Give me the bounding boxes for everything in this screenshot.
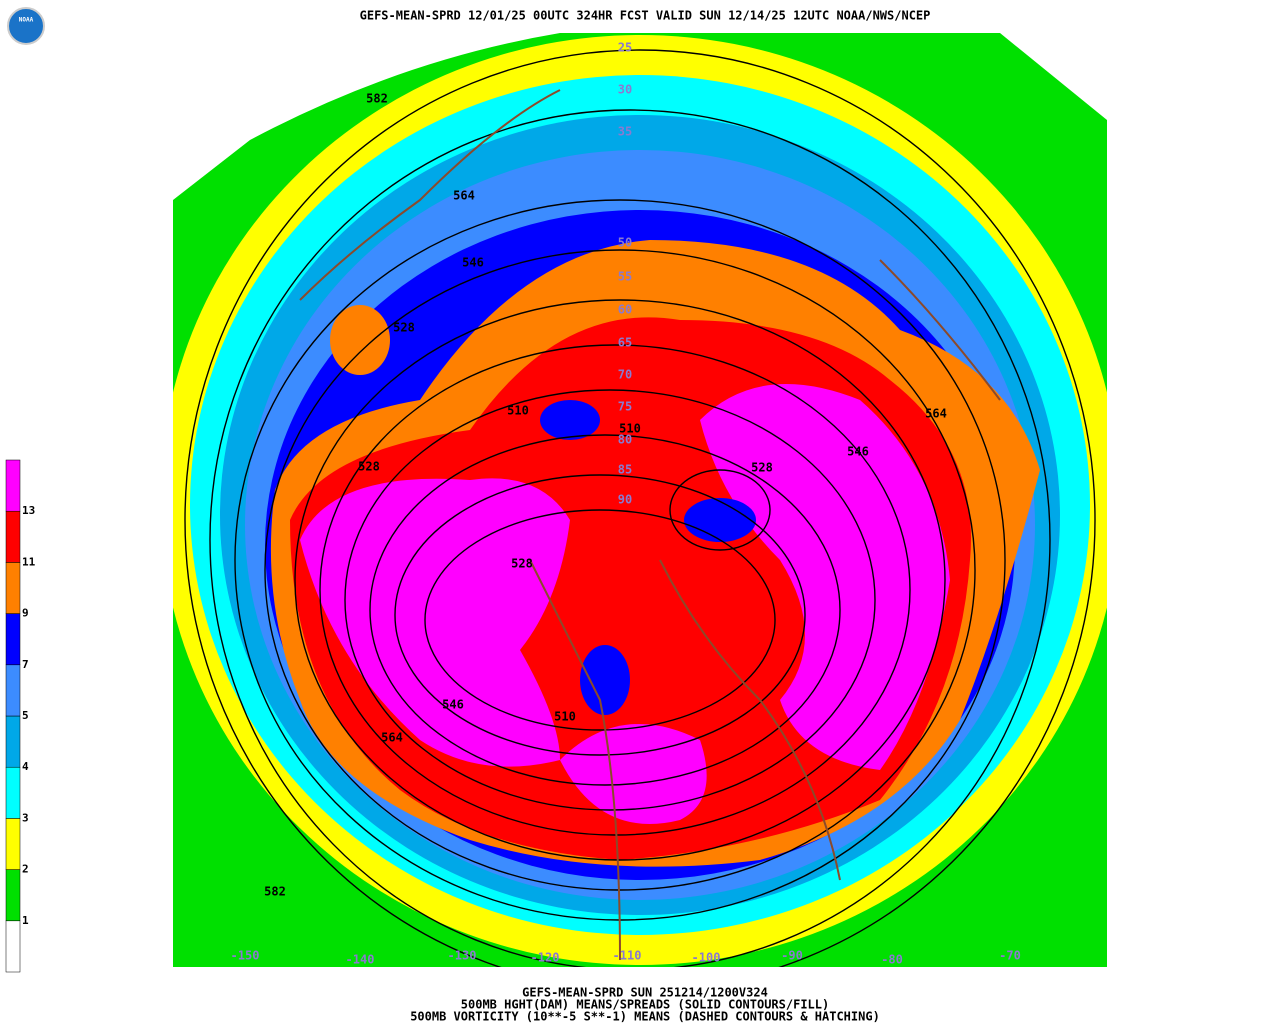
latitude-label: 30 (618, 83, 632, 97)
colorbar-swatch (5, 766, 21, 819)
contour-label: 564 (381, 731, 403, 745)
contour-label: 510 (554, 710, 576, 724)
longitude-labels: -150 -140 -130 -120 -110 -100 -90 -80 -70 (231, 949, 1021, 967)
contour-label: 546 (462, 256, 484, 270)
contour-label: 546 (442, 698, 464, 712)
coastlines (299, 89, 1001, 961)
longitude-label: -110 (613, 949, 642, 963)
latitude-labels: 25 30 35 50 55 60 65 70 75 80 85 90 (618, 41, 632, 507)
colorbar-label: 2 (22, 863, 29, 876)
logo: NOAA (7, 7, 45, 45)
latitude-label: 25 (618, 41, 632, 55)
footer-line: 500MB VORTICITY (10**-5 S**-1) MEANS (DA… (410, 1010, 880, 1024)
longitude-label: -80 (881, 953, 903, 967)
longitude-label: -140 (346, 953, 375, 967)
logo-text: NOAA (19, 17, 34, 24)
colorbar-swatch (5, 664, 21, 717)
contour-label: 510 (619, 422, 641, 436)
contour-label: 564 (925, 407, 947, 421)
latitude-label: 60 (618, 303, 632, 317)
colorbar-swatch (5, 869, 21, 922)
latitude-label: 65 (618, 336, 632, 350)
footer-line: 500MB HGHT(DAM) MEANS/SPREADS (SOLID CON… (461, 998, 829, 1012)
colorbar-label: 7 (22, 658, 29, 671)
longitude-label: -100 (692, 951, 721, 965)
height-contours (184, 49, 1096, 967)
map-fill (173, 33, 1107, 967)
colorbar-label: 11 (22, 555, 36, 568)
colorbar-swatch (5, 613, 21, 666)
colorbar-label: 9 (22, 607, 29, 620)
colorbar-label: 13 (22, 504, 35, 517)
colorbar-label: 5 (22, 709, 29, 722)
longitude-label: -150 (231, 949, 260, 963)
colorbar-swatch (5, 562, 21, 614)
contour-label: 528 (393, 321, 415, 335)
contour-label: 564 (453, 189, 475, 203)
latitude-label: 75 (618, 400, 632, 414)
contour-label: 546 (847, 445, 869, 459)
contour-labels: 582 564 546 528 510 510 528 546 564 528 … (264, 92, 947, 899)
title: GEFS-MEAN-SPRD 12/01/25 00UTC 324HR FCST… (360, 9, 931, 23)
colorbar-swatch (5, 818, 21, 870)
footer-line: GEFS-MEAN-SPRD SUN 251214/1200V324 (522, 986, 768, 1000)
longitude-label: -120 (531, 951, 560, 965)
latitude-label: 55 (618, 270, 632, 284)
contour-label: 528 (358, 460, 380, 474)
longitude-label: -130 (448, 949, 477, 963)
colorbar: 1 2 3 4 5 7 9 11 13 (5, 459, 36, 973)
contour-label: 528 (511, 557, 533, 571)
colorbar-swatch (5, 510, 21, 563)
colorbar-label: 4 (22, 760, 29, 773)
contour-label: 582 (264, 885, 286, 899)
colorbar-swatch (5, 715, 21, 768)
colorbar-swatch (5, 920, 21, 973)
contour-label: 582 (366, 92, 388, 106)
latitude-label: 80 (618, 433, 632, 447)
latitude-label: 85 (618, 463, 632, 477)
contour-label: 510 (507, 404, 529, 418)
contour-label: 528 (751, 461, 773, 475)
latitude-label: 35 (618, 125, 632, 139)
colorbar-label: 1 (22, 914, 29, 927)
longitude-label: -70 (999, 949, 1021, 963)
colorbar-label: 3 (22, 811, 29, 824)
latitude-label: 50 (618, 236, 632, 250)
colorbar-swatch (5, 459, 21, 512)
latitude-label: 90 (618, 493, 632, 507)
latitude-label: 70 (618, 368, 632, 382)
longitude-label: -90 (781, 949, 803, 963)
